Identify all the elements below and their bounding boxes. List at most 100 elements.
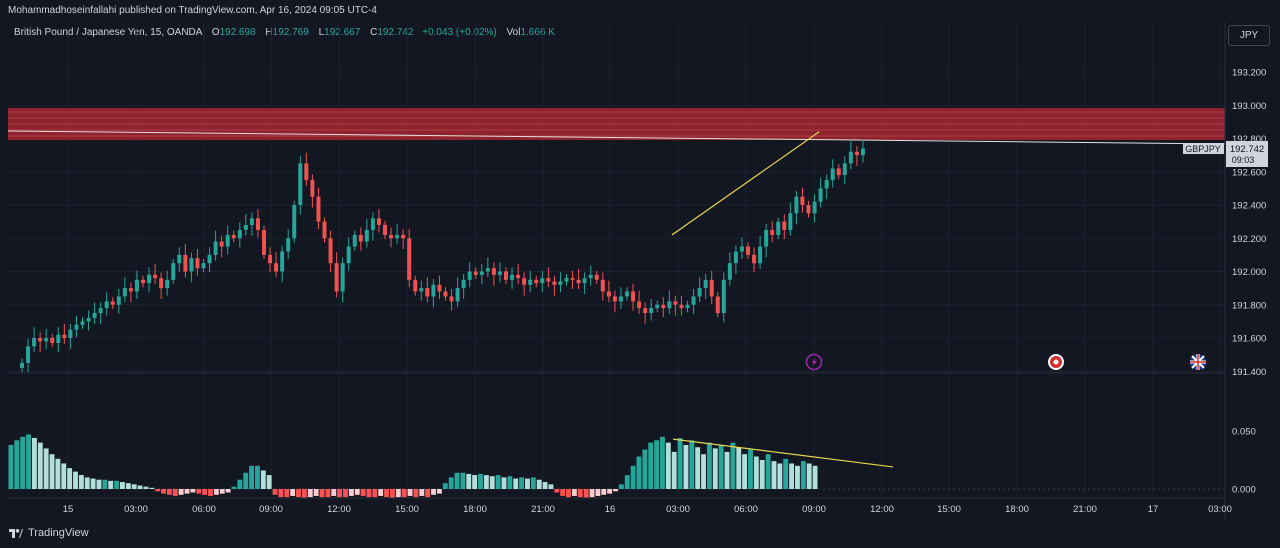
candle-body [177, 254, 182, 264]
candle-body [431, 284, 436, 297]
candle-body [219, 241, 224, 247]
candle-body [352, 234, 357, 247]
oscillator-bar [149, 487, 155, 489]
lightning-event-icon[interactable] [805, 353, 823, 371]
time-axis[interactable]: 15 03:00 06:00 09:00 12:00 15:00 18:00 21:00 16 0… [63, 504, 1232, 515]
candle-body [213, 241, 218, 255]
candle-body [280, 251, 285, 272]
tradingview-brand: TradingView [28, 527, 89, 539]
oscillator-bar [419, 489, 425, 496]
oscillator-bar [55, 458, 61, 489]
candle-body [612, 296, 617, 302]
time-tick-label: 06:00 [734, 504, 758, 515]
candle-body [225, 234, 230, 247]
candle-body [171, 263, 176, 280]
oscillator-bar [789, 463, 795, 489]
price-tag-ticker: GBPJPY [1185, 144, 1221, 154]
oscillator-bar [736, 447, 742, 489]
candle-body [625, 291, 629, 297]
candle-body [643, 308, 648, 314]
us-flag-event-icon[interactable] [1048, 354, 1064, 370]
price-tick-label: 191.400 [1232, 367, 1266, 378]
candle-body [98, 308, 103, 314]
price-tag-price: 192.742 [1230, 144, 1264, 155]
candle-body [721, 279, 726, 314]
oscillator-bar [260, 470, 266, 489]
candle-body [26, 346, 31, 363]
oscillator-bar [114, 480, 120, 489]
candle-body [38, 338, 43, 342]
candle-body [449, 296, 454, 302]
legend-open-label: O [211, 27, 220, 38]
oscillator-bar [84, 477, 90, 489]
candle-body [522, 278, 527, 285]
oscillator-bar [577, 489, 583, 498]
candle-body [800, 196, 805, 205]
oscillator-bar [208, 489, 213, 496]
price-tick-label: 192.200 [1232, 234, 1266, 245]
candle-body [685, 304, 690, 309]
candle-body [437, 284, 442, 292]
candle-body [491, 268, 496, 275]
candle-body [425, 288, 430, 297]
oscillator-bar [460, 472, 466, 489]
candle-body [134, 279, 139, 292]
candle-body [528, 279, 533, 285]
oscillator-bar [401, 489, 407, 498]
candle-body [667, 301, 672, 309]
price-tick-label: 193.200 [1232, 68, 1266, 79]
tradingview-logo[interactable]: TradingView [9, 527, 89, 539]
candle-body [649, 308, 654, 314]
oscillator-bar [37, 442, 43, 489]
currency-button[interactable]: JPY [1228, 25, 1270, 46]
candle-body [32, 338, 37, 347]
price-axis[interactable]: 193.200 193.000 192.800 192.600 192.400 192.2… [1232, 68, 1266, 378]
candle-body [274, 263, 279, 272]
oscillator-bar [706, 442, 712, 489]
oscillator-axis[interactable]: 0.050 0.000 [1232, 427, 1256, 496]
candle-body [207, 254, 212, 264]
oscillator-bar [237, 479, 243, 489]
candle-body [68, 329, 73, 338]
time-tick-label: 15 [63, 504, 74, 515]
time-tick-label: 16 [605, 504, 616, 515]
oscillator-bar [712, 448, 718, 489]
oscillator-bar [8, 444, 14, 489]
oscillator-bar [795, 465, 800, 489]
uk-flag-event-icon[interactable] [1190, 354, 1206, 370]
oscillator-bar [243, 472, 249, 489]
candle-body [770, 229, 775, 235]
legend-low-value: 192.667 [324, 27, 361, 38]
resistance-zone-lines [7, 111, 1226, 145]
oscillator-bar [478, 473, 483, 489]
oscillator-bar [800, 461, 806, 489]
legend-open-value: 192.698 [219, 27, 256, 38]
tradingview-logo-icon [9, 528, 23, 538]
candle-body [812, 201, 817, 214]
legend-vol-value: 1.666 K [520, 27, 555, 38]
candle-body [794, 196, 799, 214]
candle-body [128, 288, 133, 292]
oscillator-bar [178, 489, 184, 495]
oscillator-bar [542, 482, 548, 489]
oscillator-bar [519, 477, 525, 489]
price-tick-label: 192.400 [1232, 201, 1266, 212]
candle-body [588, 274, 593, 279]
oscillator-bar [161, 489, 166, 494]
price-tick-label: 192.800 [1232, 134, 1266, 145]
candle-body [237, 229, 242, 239]
candle-body [552, 281, 557, 285]
oscillator-bar [665, 442, 671, 489]
legend-symbol[interactable]: British Pound / Japanese Yen, 15, OANDA [14, 27, 202, 38]
candle-body [497, 271, 502, 275]
oscillator-bar [554, 489, 560, 493]
oscillator-bar [407, 489, 413, 496]
oscillator-bar [718, 444, 724, 489]
oscillator-bar [348, 489, 354, 496]
oscillator-bar [284, 489, 290, 498]
oscillator-bar [266, 475, 272, 489]
candle-body [401, 234, 406, 239]
time-tick-label: 06:00 [192, 504, 216, 515]
candle-body [298, 163, 303, 205]
